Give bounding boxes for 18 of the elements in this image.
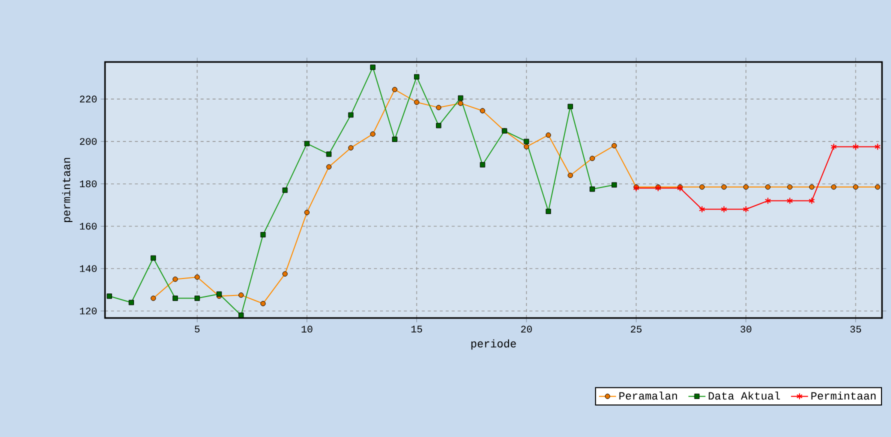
y-tick-label: 180 [80, 180, 97, 188]
legend-label: Permintaan [811, 392, 876, 400]
y-axis-title: permintaan [62, 158, 72, 222]
y-tick-label: 200 [80, 138, 97, 145]
x-tick-label: 20 [521, 326, 532, 333]
x-tick-label: 10 [302, 326, 312, 333]
x-tick-label: 25 [630, 326, 642, 333]
legend-label: Peramalan [619, 392, 677, 400]
y-tick-label: 120 [80, 308, 97, 314]
y-tick-label: 220 [80, 96, 97, 102]
x-tick-label: 30 [740, 326, 752, 333]
x-tick-label: 15 [411, 326, 422, 332]
y-tick-label: 160 [80, 222, 97, 230]
x-tick-label: 5 [194, 326, 200, 332]
y-tick-label: 140 [80, 265, 97, 272]
x-axis-title: periode [471, 339, 516, 350]
x-tick-label: 35 [850, 326, 862, 333]
legend-label: Data Aktual [708, 392, 780, 400]
